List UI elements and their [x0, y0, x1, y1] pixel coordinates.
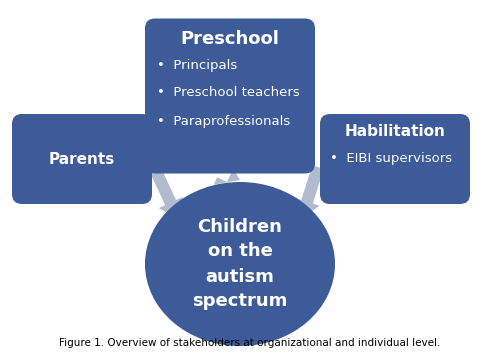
Ellipse shape [145, 182, 335, 346]
Text: •  Paraprofessionals: • Paraprofessionals [157, 114, 290, 127]
FancyBboxPatch shape [145, 18, 315, 173]
Polygon shape [148, 165, 182, 219]
Text: Preschool: Preschool [180, 30, 280, 48]
Text: Figure 1. Overview of stakeholders at organizational and individual level.: Figure 1. Overview of stakeholders at or… [60, 338, 440, 348]
Polygon shape [294, 165, 324, 219]
Text: •  EIBI supervisors: • EIBI supervisors [330, 152, 452, 165]
Polygon shape [214, 157, 240, 185]
Text: •  Preschool teachers: • Preschool teachers [157, 86, 300, 99]
Text: Children
on the
autism
spectrum: Children on the autism spectrum [192, 217, 288, 310]
Text: Habilitation: Habilitation [344, 124, 446, 139]
Text: •  Principals: • Principals [157, 58, 238, 72]
Text: Parents: Parents [49, 152, 115, 166]
FancyBboxPatch shape [12, 114, 152, 204]
FancyBboxPatch shape [320, 114, 470, 204]
